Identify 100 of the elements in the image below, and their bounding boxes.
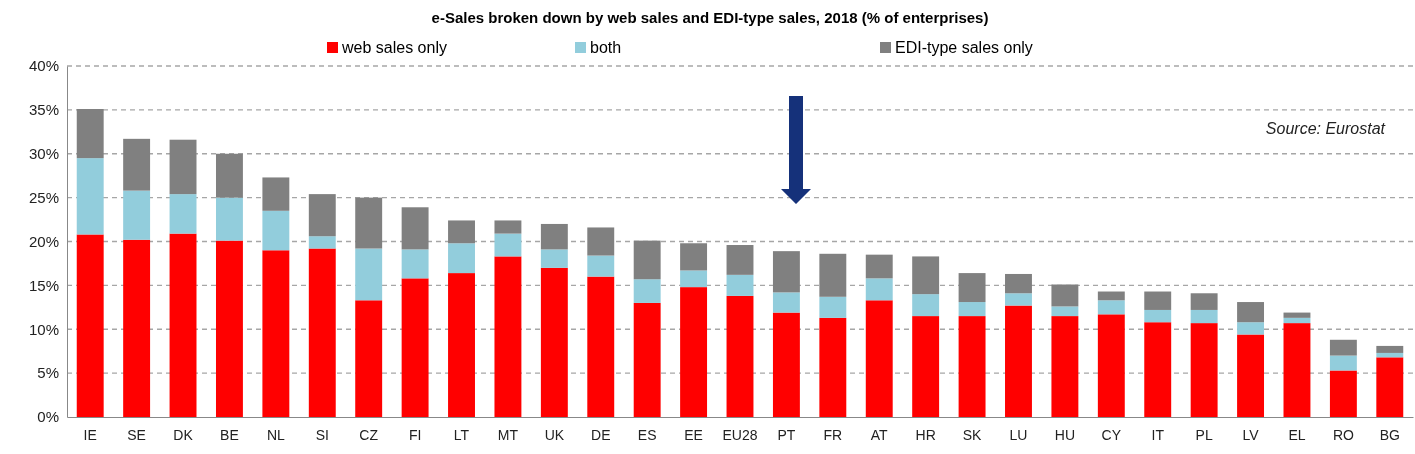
bar bbox=[1237, 334, 1265, 417]
x-tick-label: CZ bbox=[359, 426, 379, 443]
x-tick-label: LU bbox=[1009, 426, 1028, 443]
x-tick-label: FI bbox=[408, 426, 422, 443]
bar bbox=[540, 267, 568, 417]
chart-title: e-Sales broken down by web sales and EDI-type sales, 2018 (% of enterprises) bbox=[431, 9, 989, 26]
bar bbox=[865, 278, 893, 301]
bar bbox=[912, 316, 940, 417]
bar bbox=[819, 317, 847, 417]
bar bbox=[1097, 291, 1125, 301]
bar bbox=[169, 233, 197, 417]
x-tick-label: HU bbox=[1054, 426, 1076, 443]
x-tick-label: IE bbox=[83, 426, 97, 443]
y-tick-label: 30% bbox=[28, 145, 59, 163]
bar bbox=[448, 220, 475, 244]
bar bbox=[1051, 316, 1079, 417]
bar bbox=[1144, 322, 1172, 417]
bar bbox=[958, 302, 986, 317]
bar bbox=[1237, 302, 1265, 323]
bar bbox=[262, 250, 290, 417]
bar bbox=[819, 253, 847, 297]
y-tick-label: 25% bbox=[28, 188, 59, 206]
bar bbox=[680, 270, 708, 288]
y-tick-label: 35% bbox=[28, 101, 59, 119]
bar bbox=[1005, 305, 1032, 417]
bar bbox=[587, 227, 615, 256]
bar bbox=[1005, 293, 1032, 306]
bar bbox=[1329, 355, 1357, 371]
bar bbox=[1190, 309, 1218, 324]
x-tick-label: BG bbox=[1379, 426, 1400, 443]
y-tick-label: 5% bbox=[37, 364, 59, 382]
x-tick-label: DK bbox=[173, 426, 194, 443]
bar bbox=[401, 278, 429, 417]
bar bbox=[1097, 314, 1125, 417]
bar bbox=[772, 312, 800, 417]
bar bbox=[448, 243, 475, 274]
bar bbox=[262, 177, 290, 211]
bar bbox=[540, 223, 568, 250]
bar bbox=[76, 109, 104, 159]
bar bbox=[1051, 306, 1079, 317]
bar bbox=[587, 255, 615, 277]
x-tick-label: RO bbox=[1332, 426, 1354, 443]
x-tick-label: DE bbox=[591, 426, 611, 443]
bar bbox=[1005, 273, 1032, 294]
bar bbox=[1329, 370, 1357, 417]
x-tick-label: SK bbox=[962, 426, 983, 443]
bar bbox=[633, 240, 661, 280]
annotation: Source: Eurostat bbox=[1265, 120, 1386, 137]
legend-label: EDI-type sales only bbox=[895, 39, 1033, 56]
bar bbox=[912, 294, 940, 317]
y-tick-label: 40% bbox=[28, 57, 59, 75]
y-tick-label: 15% bbox=[28, 276, 59, 294]
bar bbox=[123, 239, 151, 417]
bar bbox=[308, 236, 336, 249]
bar bbox=[355, 197, 383, 249]
x-tick-label: EE bbox=[684, 426, 703, 443]
bar bbox=[494, 233, 522, 257]
bar bbox=[1144, 309, 1172, 323]
x-tick-label: EL bbox=[1288, 426, 1306, 443]
bar bbox=[401, 207, 429, 250]
legend-label: both bbox=[590, 39, 622, 56]
bar bbox=[1283, 312, 1311, 318]
bar bbox=[958, 316, 986, 417]
x-tick-label: PL bbox=[1195, 426, 1213, 443]
bar bbox=[1097, 300, 1125, 315]
bar bbox=[587, 276, 615, 417]
bar bbox=[401, 249, 429, 279]
bar bbox=[540, 249, 568, 268]
bar bbox=[1376, 352, 1404, 358]
bar bbox=[1190, 293, 1218, 310]
bar bbox=[215, 197, 243, 241]
bar bbox=[355, 300, 383, 417]
bar bbox=[308, 194, 336, 237]
x-tick-label: IT bbox=[1151, 426, 1165, 443]
y-tick-label: 0% bbox=[37, 408, 59, 426]
x-tick-label: CY bbox=[1101, 426, 1122, 443]
x-tick-label: NL bbox=[266, 426, 286, 443]
y-tick-label: 10% bbox=[28, 320, 59, 338]
bar bbox=[76, 234, 104, 417]
x-tick-label: LV bbox=[1242, 426, 1260, 443]
bar bbox=[1237, 322, 1265, 335]
x-tick-label: EU28 bbox=[722, 426, 758, 443]
bar bbox=[123, 138, 151, 191]
bar bbox=[726, 245, 754, 275]
x-tick-label: ES bbox=[637, 426, 657, 443]
bar bbox=[819, 296, 847, 318]
bar bbox=[912, 256, 940, 295]
x-tick-label: SE bbox=[127, 426, 146, 443]
bar bbox=[958, 273, 986, 303]
bar bbox=[76, 158, 104, 235]
bar bbox=[448, 273, 475, 417]
x-tick-label: AT bbox=[870, 426, 889, 443]
x-tick-label: LT bbox=[453, 426, 470, 443]
bar bbox=[1144, 291, 1172, 310]
bar bbox=[865, 300, 893, 417]
bar bbox=[1190, 323, 1218, 417]
bar bbox=[772, 292, 800, 313]
legend-label: web sales only bbox=[341, 39, 447, 56]
bar bbox=[355, 248, 383, 301]
x-tick-label: PT bbox=[777, 426, 796, 443]
